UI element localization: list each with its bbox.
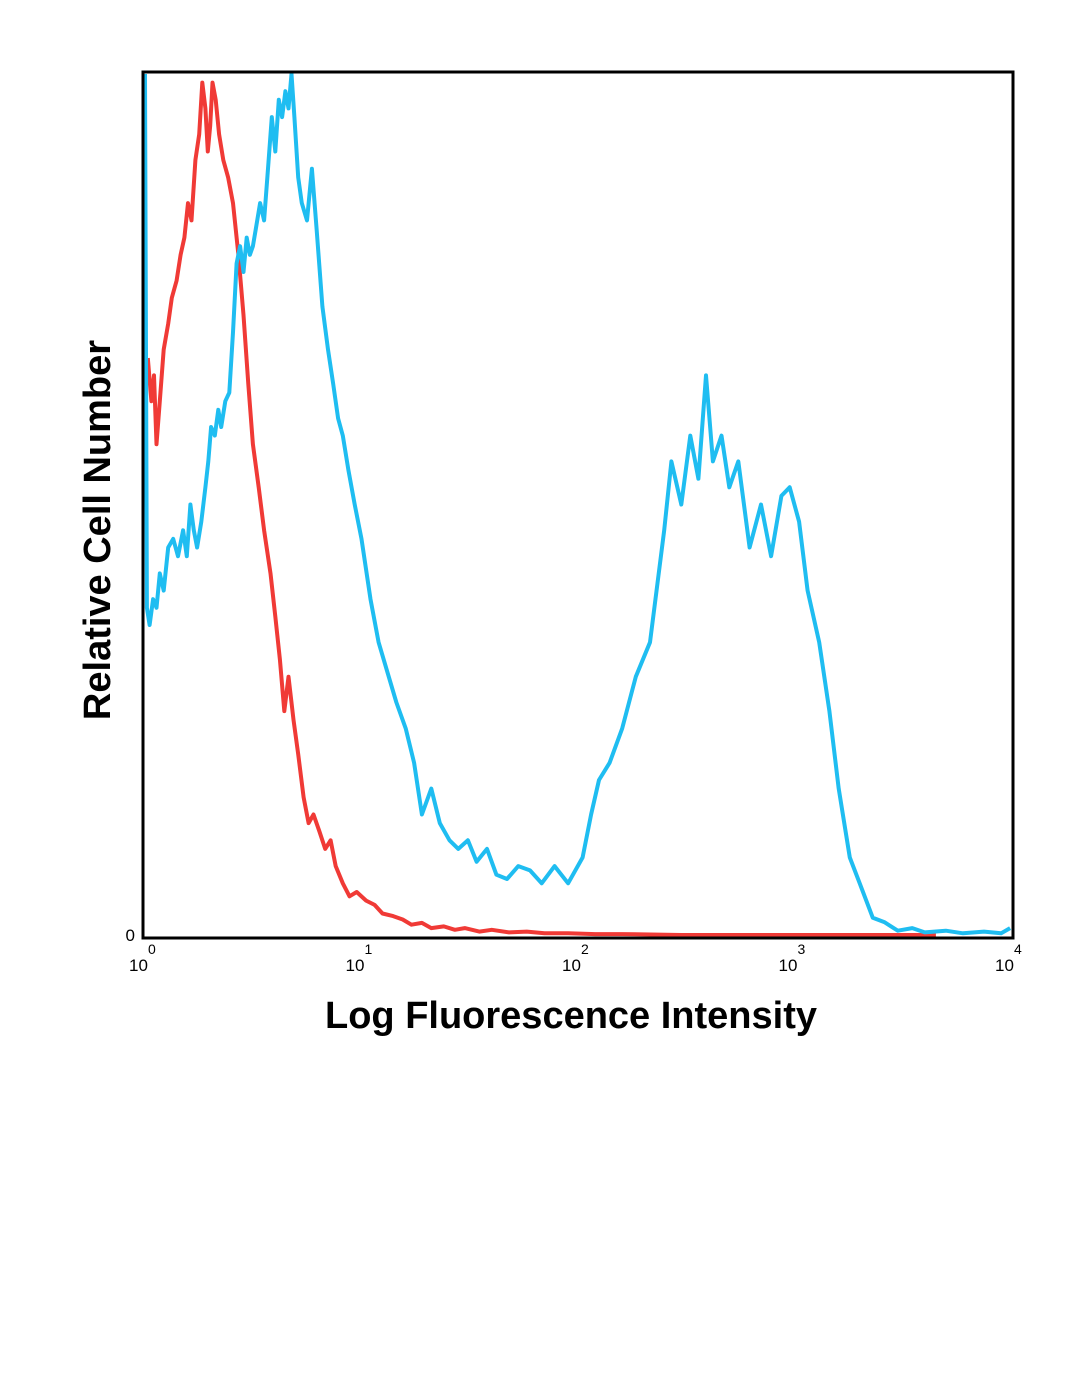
x-tick-label: 104: [995, 941, 1022, 975]
x-tick-exponent: 1: [365, 941, 373, 957]
series-line-blue: [143, 72, 1012, 936]
y-tick-label: 0: [126, 926, 135, 945]
series-line-red: [145, 80, 936, 937]
x-tick-exponent: 2: [581, 941, 589, 957]
x-axis-title: Log Fluorescence Intensity: [325, 995, 817, 1037]
x-tick-base: 10: [779, 956, 798, 975]
plot-frame: [141, 70, 1015, 940]
x-tick-base: 10: [995, 956, 1014, 975]
y-axis-title: Relative Cell Number: [77, 340, 119, 720]
x-tick-label: 100: [129, 941, 156, 975]
x-tick-base: 10: [129, 956, 148, 975]
x-tick-label: 101: [346, 941, 373, 975]
x-tick-label: 103: [779, 941, 806, 975]
x-tick-base: 10: [562, 956, 581, 975]
x-tick-exponent: 0: [148, 941, 156, 957]
x-tick-base: 10: [346, 956, 365, 975]
series-layer: [143, 72, 1012, 937]
x-tick-label: 102: [562, 941, 589, 975]
x-tick-exponent: 3: [798, 941, 806, 957]
x-tick-exponent: 4: [1014, 941, 1022, 957]
